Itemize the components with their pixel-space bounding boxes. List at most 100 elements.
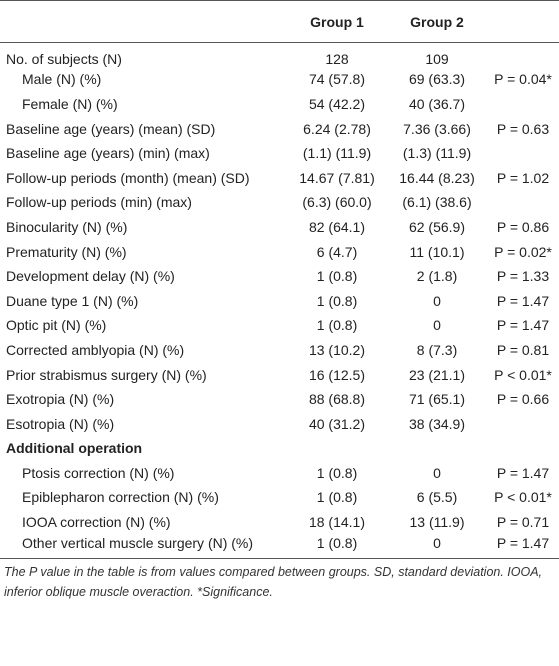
row-label: Binocularity (N) (%) — [6, 218, 128, 235]
cell-value: 40 (36.7) — [408, 95, 466, 112]
cell-value: (1.1) (11.9) — [302, 145, 372, 162]
p-value: P = 0.86 — [496, 218, 550, 235]
p-value: P < 0.01* — [494, 489, 552, 506]
table-row: Male (N) (%) 74 (57.8) 69 (63.3) P = 0.04* — [0, 67, 559, 92]
row-label: Other vertical muscle surgery (N) (%) — [22, 535, 254, 552]
cell-value: 1 (0.8) — [316, 464, 358, 481]
row-label: Follow-up periods (month) (mean) (SD) — [6, 169, 250, 186]
p-value: P = 1.47 — [496, 292, 550, 309]
cell-value: (6.1) (38.6) — [402, 194, 472, 211]
table-row: Female (N) (%) 54 (42.2) 40 (36.7) — [0, 92, 559, 117]
table-row: No. of subjects (N) 128 109 — [0, 43, 559, 68]
table-row: Prior strabismus surgery (N) (%) 16 (12.5… — [0, 362, 559, 387]
cell-value: 11 (10.1) — [409, 243, 465, 260]
p-value: P = 0.04* — [494, 71, 552, 88]
p-value — [487, 141, 559, 166]
table-row: Esotropia (N) (%) 40 (31.2) 38 (34.9) — [0, 411, 559, 436]
row-label: Development delay (N) (%) — [6, 268, 175, 285]
table-row: Duane type 1 (N) (%) 1 (0.8) 0 P = 1.47 — [0, 288, 559, 313]
header-cell: Group 2 — [410, 13, 464, 30]
cell-value: 6 (4.7) — [316, 243, 358, 260]
p-value — [487, 190, 559, 215]
cell-value: 2 (1.8) — [416, 268, 458, 285]
cell-value: 128 — [325, 51, 349, 68]
cell-value: 8 (7.3) — [416, 341, 458, 358]
p-value: P = 0.66 — [496, 391, 550, 408]
cell-value: 71 (65.1) — [408, 391, 466, 408]
table-row: Baseline age (years) (mean) (SD) 6.24 (2.… — [0, 116, 559, 141]
p-value: P = 0.81 — [496, 341, 550, 358]
table-body: No. of subjects (N) 128 109 Male (N) (%) 74 … — [0, 43, 559, 559]
table-row: Development delay (N) (%) 1 (0.8) 2 (1.8) P… — [0, 264, 559, 289]
cell-value: 1 (0.8) — [316, 489, 358, 506]
cell-value: 109 — [425, 51, 449, 68]
cell-value: 1 (0.8) — [316, 535, 358, 552]
row-label: Ptosis correction (N) (%) — [22, 464, 175, 481]
cell-value: 7.36 (3.66) — [403, 120, 471, 137]
row-label: Esotropia (N) (%) — [6, 415, 115, 432]
cell-value: (6.3) (60.0) — [302, 194, 372, 211]
row-label: Follow-up periods (min) (max) — [6, 194, 192, 211]
table-row: Optic pit (N) (%) 1 (0.8) 0 P = 1.47 — [0, 313, 559, 338]
row-label: Epiblepharon correction (N) (%) — [22, 489, 219, 506]
table-row: IOOA correction (N) (%) 18 (14.1) 13 (11.9… — [0, 510, 559, 535]
table-row: Baseline age (years) (min) (max) (1.1) (1… — [0, 141, 559, 166]
table-row: Ptosis correction (N) (%) 1 (0.8) 0 P = 1.4… — [0, 461, 559, 486]
p-value: P = 1.47 — [496, 464, 550, 481]
table-row: Follow-up periods (month) (mean) (SD) 14.… — [0, 165, 559, 190]
section-title: Additional operation — [6, 440, 143, 457]
cell-value: 88 (68.8) — [308, 391, 366, 408]
row-label: Male (N) (%) — [22, 71, 102, 88]
p-value: P = 0.71 — [496, 514, 550, 531]
cell-value: 1 (0.8) — [316, 292, 358, 309]
p-value — [487, 43, 559, 68]
row-label: Duane type 1 (N) (%) — [6, 292, 139, 309]
row-label: Prematurity (N) (%) — [6, 243, 127, 260]
p-value — [487, 411, 559, 436]
cell-value: 6.24 (2.78) — [303, 120, 371, 137]
row-label: Baseline age (years) (mean) (SD) — [6, 120, 216, 137]
header-blank — [487, 1, 559, 43]
row-label: No. of subjects (N) — [6, 51, 122, 68]
cell-value: 13 (10.2) — [308, 341, 366, 358]
cell-value: 74 (57.8) — [308, 71, 366, 88]
row-label: Baseline age (years) (min) (max) — [6, 145, 210, 162]
cell-value: 62 (56.9) — [408, 218, 466, 235]
p-value: P = 1.33 — [496, 268, 550, 285]
cell-value: 0 — [433, 292, 441, 309]
cell-value: 6 (5.5) — [416, 489, 458, 506]
header-cell: Group 1 — [310, 13, 364, 30]
p-value — [487, 92, 559, 117]
cell-value: 23 (21.1) — [408, 366, 466, 383]
header-row: Group 1 Group 2 — [0, 0, 559, 43]
table-row: Exotropia (N) (%) 88 (68.8) 71 (65.1) P = 0… — [0, 387, 559, 412]
p-value: P = 0.63 — [496, 120, 550, 137]
cell-value: 1 (0.8) — [316, 317, 358, 334]
data-table: Group 1 Group 2 No. of subjects (N) 128 10… — [0, 0, 559, 559]
row-label: Optic pit (N) (%) — [6, 317, 107, 334]
table-row: Corrected amblyopia (N) (%) 13 (10.2) 8 (7… — [0, 338, 559, 363]
row-label: Exotropia (N) (%) — [6, 391, 115, 408]
section-row: Additional operation — [0, 436, 559, 461]
cell-value: 38 (34.9) — [408, 415, 466, 432]
cell-value: 54 (42.2) — [308, 95, 366, 112]
cell-value: 0 — [433, 317, 441, 334]
cell-value: 1 (0.8) — [316, 268, 358, 285]
cell-value: 0 — [433, 535, 441, 552]
row-label: Female (N) (%) — [22, 95, 118, 112]
row-label: IOOA correction (N) (%) — [22, 514, 171, 531]
cell-value: 69 (63.3) — [408, 71, 466, 88]
cell-value: (1.3) (11.9) — [402, 145, 472, 162]
cell-value: 82 (64.1) — [308, 218, 366, 235]
table-row: Epiblepharon correction (N) (%) 1 (0.8) 6 … — [0, 485, 559, 510]
footnote: The P value in the table is from values … — [4, 565, 543, 599]
p-value: P = 1.47 — [496, 535, 550, 552]
row-label: Prior strabismus surgery (N) (%) — [6, 366, 207, 383]
p-value: P = 1.02 — [496, 169, 550, 186]
row-label: Corrected amblyopia (N) (%) — [6, 341, 185, 358]
cell-value: 13 (11.9) — [409, 514, 465, 531]
header-blank — [0, 1, 287, 43]
cell-value: 18 (14.1) — [308, 514, 366, 531]
table-row: Other vertical muscle surgery (N) (%) 1 (… — [0, 534, 559, 559]
